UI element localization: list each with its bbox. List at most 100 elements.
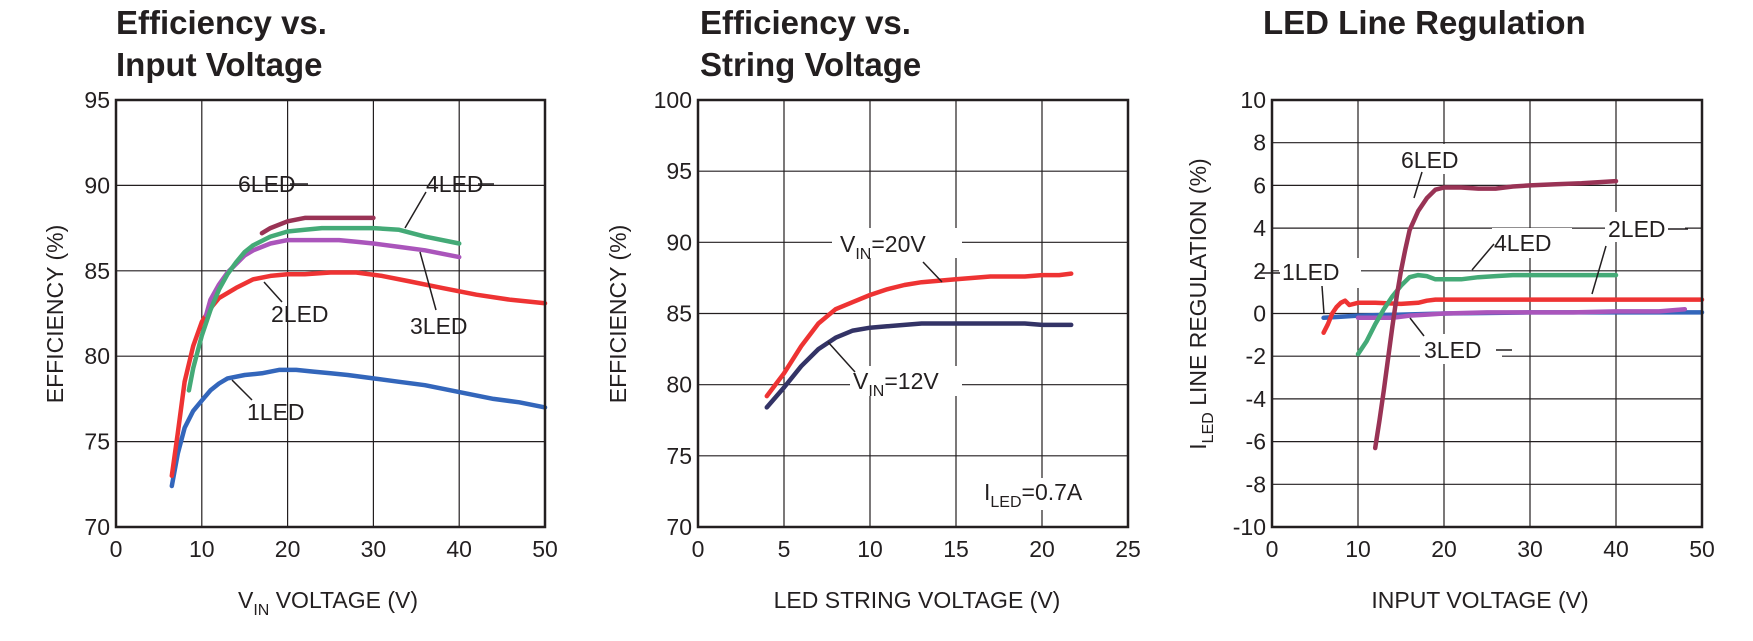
x-axis-label: LED STRING VOLTAGE (V) <box>774 587 1061 613</box>
y-tick-label: 90 <box>84 172 110 198</box>
x-tick-label: 10 <box>1345 536 1371 562</box>
annotation-6led: 6LED <box>1401 147 1459 173</box>
series-line-vin-20v <box>764 271 1074 399</box>
y-axis-label: ILED LINE REGULATION (%) <box>1185 158 1217 449</box>
annotation-3led: 3LED <box>1424 337 1482 363</box>
grid <box>698 100 1128 527</box>
chart-efficiency-vs-input-voltage: Efficiency vs. Input Voltage 0 10 20 30 40 50… <box>42 4 558 619</box>
y-tick-label: -2 <box>1246 343 1266 369</box>
y-tick-label: 70 <box>84 514 110 540</box>
annotation-1led: 1LED <box>247 399 305 425</box>
leader-1led <box>1321 285 1325 315</box>
annotation-vin-20v: VIN=20V <box>840 231 926 263</box>
chart-led-line-regulation: LED Line Regulation 0 10 20 30 40 50-10-8-6-4… <box>1185 4 1715 613</box>
leader-2led <box>1591 245 1607 295</box>
leader-2led <box>263 281 283 303</box>
y-tick-label: -4 <box>1246 386 1267 412</box>
y-tick-label: 85 <box>666 301 692 327</box>
x-tick-label: 5 <box>778 536 791 562</box>
series-line-4led <box>1355 272 1619 357</box>
y-tick-label: 8 <box>1253 130 1266 156</box>
x-tick-label: 0 <box>692 536 705 562</box>
y-tick-label: 80 <box>666 372 692 398</box>
tick-labels: 0 10 20 30 40 50 70 75 80 85 90 95 <box>84 87 557 562</box>
label-6led-background <box>1399 144 1479 174</box>
x-tick-label: 30 <box>361 536 387 562</box>
annotation-2led: 2LED <box>271 301 329 327</box>
series-group <box>764 271 1074 410</box>
leader-3led <box>1409 317 1425 337</box>
x-tick-label: 30 <box>1517 536 1543 562</box>
chart-title-line-1: Efficiency vs. <box>116 4 327 41</box>
series-line-2led <box>1321 297 1705 335</box>
annotation-4led: 4LED <box>426 171 484 197</box>
leader-3led <box>419 251 437 311</box>
series-line-6led <box>259 215 376 236</box>
y-tick-label: 6 <box>1253 172 1266 198</box>
label-12v-background <box>850 366 962 396</box>
annotation-vin-12v: VIN=12V <box>853 368 939 400</box>
x-tick-label: 50 <box>532 536 558 562</box>
chart-title-line-2: String Voltage <box>700 46 921 83</box>
plot-frame <box>696 98 1130 529</box>
y-tick-label: -6 <box>1246 429 1266 455</box>
annotation-3led: 3LED <box>410 313 468 339</box>
x-tick-label: 25 <box>1115 536 1141 562</box>
x-tick-label: 40 <box>446 536 472 562</box>
leader-6led <box>1413 171 1423 199</box>
series-line-vin-12v <box>764 321 1074 410</box>
x-tick-label: 0 <box>110 536 123 562</box>
chart-efficiency-vs-string-voltage: Efficiency vs. String Voltage 0 5 10 15 20 25… <box>605 4 1141 613</box>
label-4led-background <box>1492 228 1572 258</box>
y-tick-label: 80 <box>84 343 110 369</box>
y-tick-label: 95 <box>84 87 110 113</box>
series-line-6led <box>1372 178 1619 451</box>
y-tick-label: 4 <box>1253 215 1266 241</box>
y-tick-label: -8 <box>1246 471 1266 497</box>
tick-labels: 0 5 10 15 20 25 70 75 80 85 90 95 100 <box>654 87 1141 562</box>
y-tick-label: -10 <box>1233 514 1266 540</box>
x-tick-label: 50 <box>1689 536 1715 562</box>
label-1led-background <box>1279 258 1361 288</box>
series-line-2led <box>169 270 548 479</box>
grid <box>116 100 545 527</box>
y-tick-label: 75 <box>84 429 110 455</box>
label-2led-background <box>1605 212 1685 242</box>
annotation-4led: 4LED <box>1494 230 1552 256</box>
plot-frame <box>114 98 547 529</box>
note-background <box>980 478 1100 510</box>
series-line-3led <box>1355 306 1688 321</box>
annotation-1led: 1LED <box>1282 259 1340 285</box>
x-tick-label: 15 <box>943 536 969 562</box>
plot-frame <box>1270 98 1704 529</box>
y-tick-label: 10 <box>1240 87 1266 113</box>
x-tick-label: 10 <box>857 536 883 562</box>
leader-vin-12v <box>827 341 856 373</box>
y-tick-label: 2 <box>1253 258 1266 284</box>
y-tick-label: 95 <box>666 158 692 184</box>
x-tick-label: 0 <box>1266 536 1279 562</box>
chart-title-line-2: Input Voltage <box>116 46 323 83</box>
y-tick-label: 75 <box>666 443 692 469</box>
y-axis-label: EFFICIENCY (%) <box>605 225 631 403</box>
leader-4led <box>404 191 427 229</box>
series-group <box>169 215 548 489</box>
x-tick-label: 40 <box>1603 536 1629 562</box>
x-axis-label: INPUT VOLTAGE (V) <box>1371 587 1588 613</box>
leader-4led <box>1471 243 1495 271</box>
annotation-6led: 6LED <box>238 171 296 197</box>
y-tick-label: 85 <box>84 258 110 284</box>
series-line-4led <box>186 225 462 393</box>
leader-1led <box>231 379 253 401</box>
series-line-1led <box>169 367 548 489</box>
series-group <box>1321 178 1705 451</box>
y-tick-label: 0 <box>1253 301 1266 327</box>
chart-title-line-1: Efficiency vs. <box>700 4 911 41</box>
x-tick-label: 20 <box>275 536 301 562</box>
leader-vin-20v <box>922 261 943 283</box>
x-tick-label: 10 <box>189 536 215 562</box>
label-20v-background <box>832 228 962 258</box>
x-tick-label: 20 <box>1029 536 1055 562</box>
annotation-2led: 2LED <box>1608 216 1666 242</box>
